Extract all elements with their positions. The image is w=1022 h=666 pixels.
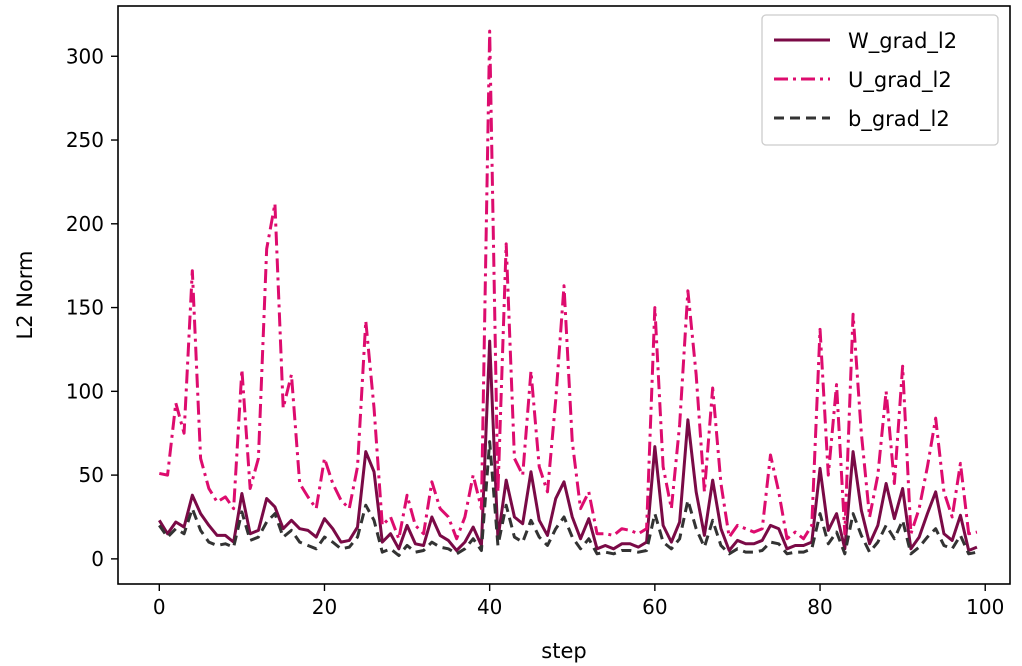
series-line-0 (158, 339, 978, 552)
x-axis-label: step (541, 639, 586, 663)
legend-label-b-grad: b_grad_l2 (848, 107, 950, 132)
plot-frame (117, 5, 1011, 585)
legend: W_grad_l2 U_grad_l2 b_grad_l2 (761, 14, 999, 146)
x-tick-label: 40 (477, 595, 502, 619)
x-axis: 0 20 40 60 80 100 (153, 584, 1004, 619)
y-tick-label: 200 (66, 212, 104, 236)
x-tick-label: 20 (312, 595, 337, 619)
y-tick-label: 150 (66, 296, 104, 320)
y-tick-label: 300 (66, 44, 104, 68)
y-tick-label: 50 (79, 463, 104, 487)
x-tick-label: 100 (966, 595, 1004, 619)
y-axis-label: L2 Norm (13, 250, 37, 339)
legend-label-u-grad: U_grad_l2 (848, 68, 952, 93)
x-tick-label: 0 (153, 595, 166, 619)
series-layer (158, 29, 978, 558)
x-tick-label: 60 (642, 595, 667, 619)
y-tick-label: 0 (91, 547, 104, 571)
x-tick-label: 80 (807, 595, 832, 619)
series-line-2 (158, 440, 978, 558)
y-axis: 0 50 100 150 200 250 300 (66, 44, 118, 571)
y-tick-label: 250 (66, 128, 104, 152)
legend-box (761, 14, 999, 146)
legend-label-w-grad: W_grad_l2 (848, 29, 957, 54)
y-tick-label: 100 (66, 379, 104, 403)
